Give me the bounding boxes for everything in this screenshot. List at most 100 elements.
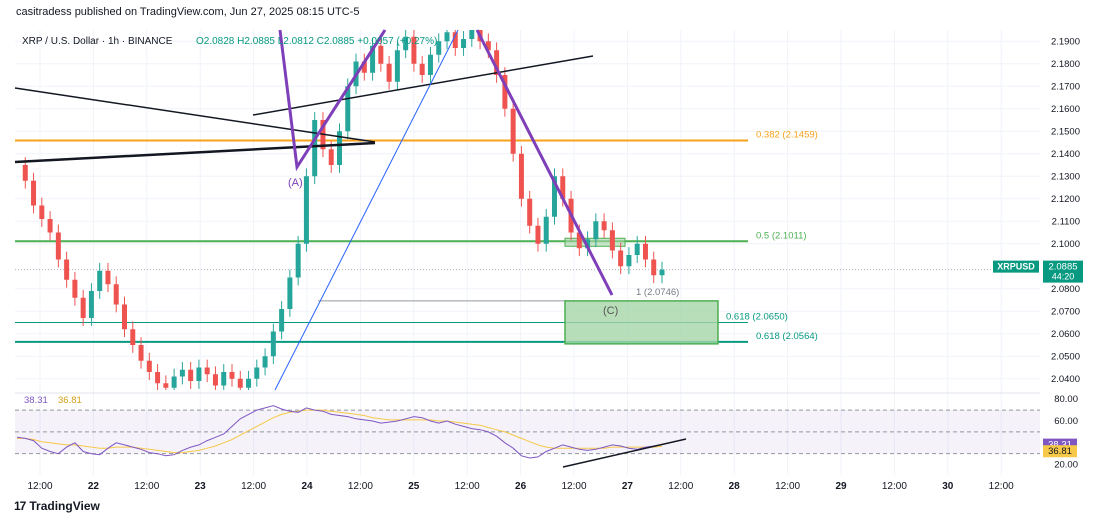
candle-body	[64, 259, 70, 280]
candle-body	[452, 32, 458, 48]
channel-line	[252, 55, 594, 116]
chart-grid	[15, 30, 1040, 475]
time-tick-label: 12:00	[668, 481, 693, 492]
current-price-value: 2.0885	[1048, 262, 1077, 273]
price-tick-label: 2.1200	[1051, 194, 1080, 205]
wave-a-label: (A)	[288, 177, 303, 189]
candle-body	[287, 277, 293, 309]
candle-body	[552, 176, 557, 217]
price-tick-label: 2.1000	[1051, 239, 1080, 250]
time-tick-label: 24	[301, 481, 313, 492]
candle-body	[55, 232, 61, 260]
rsi-legend-ma: 36.81	[58, 395, 82, 406]
candle-body	[609, 230, 615, 251]
candle-body	[427, 54, 433, 75]
candle-body	[634, 243, 640, 255]
time-tick-label: 27	[622, 481, 634, 492]
tradingview-brand: TradingView	[29, 499, 100, 513]
tradingview-footer: 17 TradingView	[14, 499, 100, 513]
tradingview-logo-icon: 17	[14, 499, 26, 513]
time-tick-label: 29	[835, 481, 847, 492]
candle-body	[469, 30, 475, 39]
candle-body	[601, 221, 607, 231]
fib-level-label: 0.618 (2.0564)	[756, 331, 818, 342]
fib-level-label: 0.5 (2.1011)	[756, 230, 807, 241]
candle-body	[361, 61, 367, 73]
candle-body	[337, 131, 342, 165]
candle-body	[295, 243, 301, 278]
candle-body	[146, 360, 152, 372]
candle-body	[378, 45, 384, 64]
candle-body	[576, 232, 582, 249]
candle-body	[254, 367, 260, 379]
price-tick-label: 2.1100	[1052, 216, 1080, 227]
price-tick-label: 2.1600	[1051, 104, 1080, 115]
price-tick-label: 2.1400	[1051, 149, 1080, 160]
trendline-upper	[14, 87, 376, 143]
candle-body	[179, 369, 185, 377]
candle-body	[229, 372, 235, 379]
candle-body	[122, 304, 127, 330]
rsi-ma-tag	[1043, 445, 1077, 458]
candle-body	[618, 250, 624, 267]
rsi-value-tag-label: 38.31	[1048, 440, 1072, 451]
time-tick-label: 25	[408, 481, 420, 492]
rsi-divergence-line	[562, 438, 687, 468]
candle-body	[403, 36, 409, 51]
time-tick-label: 12:00	[241, 481, 266, 492]
candle-body	[535, 225, 541, 244]
blue-trend-line	[274, 29, 459, 391]
candle-body	[163, 383, 169, 388]
candle-body	[188, 369, 194, 381]
candle-body	[204, 367, 210, 375]
wave-c-line	[475, 29, 614, 296]
price-tick-label: 2.0500	[1051, 351, 1080, 362]
symbol-legend: XRP / U.S. Dollar · 1h · BINANCE	[22, 36, 173, 47]
price-tick-label: 2.1500	[1051, 126, 1080, 137]
price-tick-label: 2.1900	[1051, 36, 1080, 47]
symbol-tag	[993, 260, 1039, 273]
wave-c-label: (C)	[603, 305, 618, 317]
publisher-caption: casitradess published on TradingView.com…	[16, 6, 360, 18]
time-tick-label: 30	[942, 481, 954, 492]
fib-level-label: 0.382 (2.1459)	[756, 129, 818, 140]
countdown-value: 44:20	[1052, 272, 1075, 282]
candle-body	[345, 86, 351, 132]
trendline-lower	[14, 141, 376, 164]
candle-body	[138, 345, 144, 361]
price-tick-label: 2.1300	[1051, 171, 1080, 182]
candle-body	[237, 378, 243, 388]
candle-body	[461, 39, 467, 48]
time-tick-label: 12:00	[348, 481, 373, 492]
price-tick-label: 2.0400	[1051, 374, 1080, 385]
consolidation-box	[564, 237, 626, 247]
price-tick-label: 2.0700	[1051, 306, 1080, 317]
candle-body	[72, 279, 78, 298]
candle-body	[626, 255, 632, 267]
time-tick-label: 12:00	[989, 481, 1014, 492]
candle-body	[303, 176, 309, 244]
candle-body	[560, 176, 566, 199]
candle-body	[518, 153, 524, 199]
fib-level-label: 1 (2.0746)	[636, 287, 679, 298]
rsi-ma-tag-label: 36.81	[1048, 446, 1072, 457]
time-tick-label: 26	[515, 481, 527, 492]
candle-body	[651, 259, 657, 276]
price-tick-label: 2.0800	[1051, 284, 1080, 295]
candle-body	[411, 36, 417, 64]
fib-level-label: 0.618 (2.0650)	[726, 312, 788, 323]
time-tick-label: 23	[195, 481, 207, 492]
candle-body	[279, 309, 285, 332]
rsi-tick-label: 60.00	[1054, 416, 1078, 427]
time-tick-label: 12:00	[775, 481, 800, 492]
candle-body	[436, 41, 442, 55]
candle-body	[88, 291, 94, 318]
candle-body	[97, 270, 103, 291]
time-tick-label: 12:00	[27, 481, 52, 492]
time-tick-label: 12:00	[882, 481, 907, 492]
candle-body	[113, 284, 119, 305]
target-zone-box	[564, 300, 719, 345]
candle-body	[659, 269, 665, 276]
